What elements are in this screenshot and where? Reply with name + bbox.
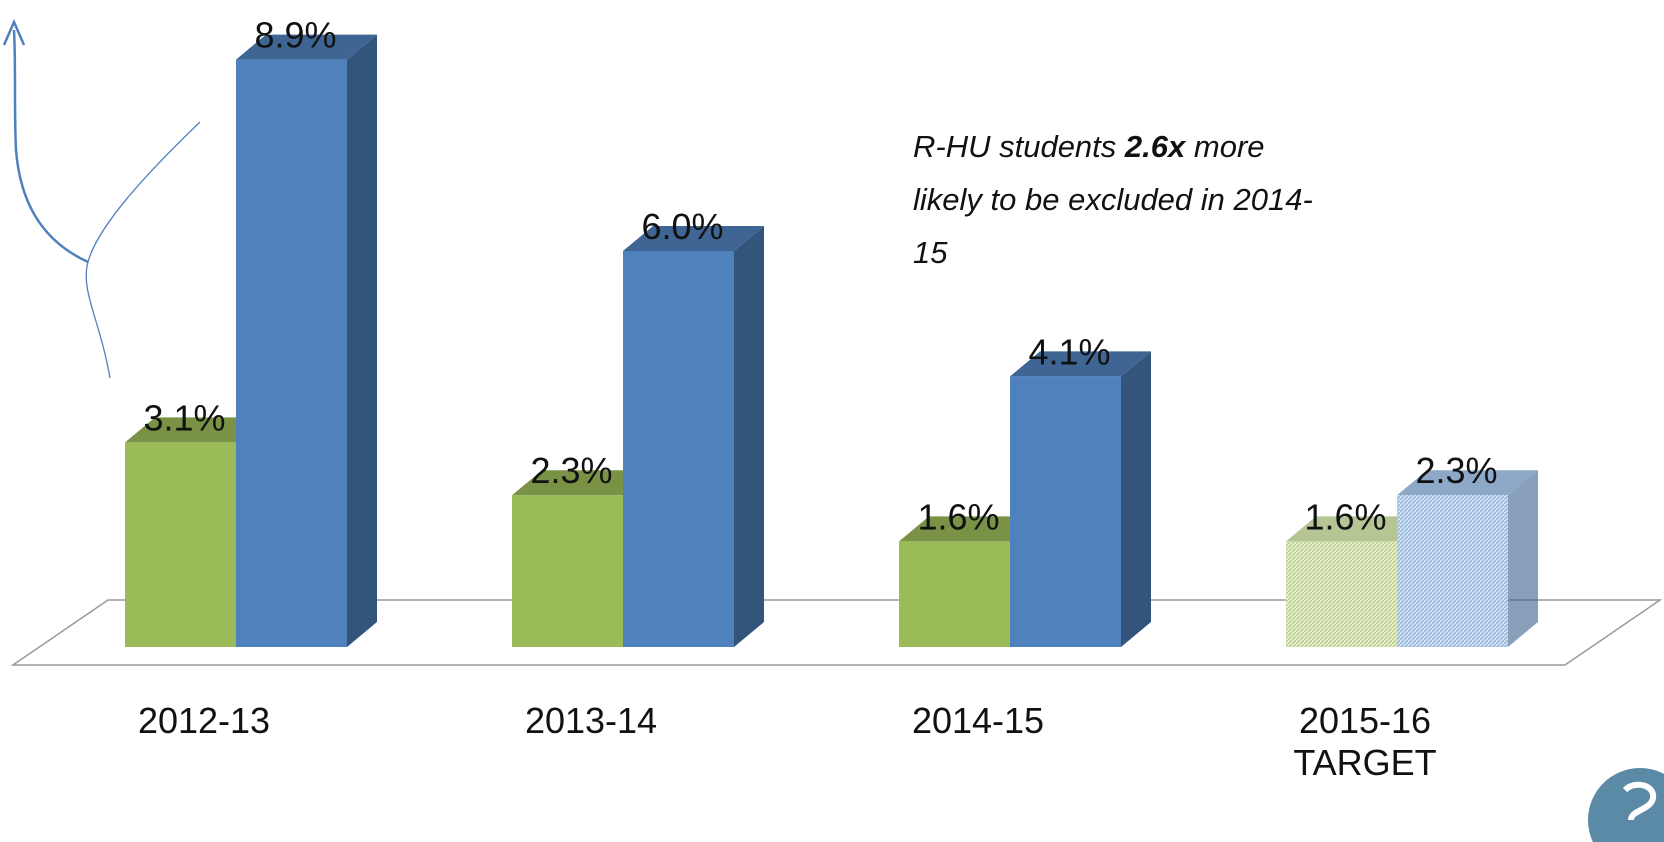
bar bbox=[236, 59, 347, 648]
x-tick-label: 2014-15 bbox=[911, 700, 1045, 741]
bar-top bbox=[236, 34, 377, 60]
bar-top bbox=[512, 470, 653, 496]
bar-side bbox=[734, 226, 764, 647]
value-label: 2.3% bbox=[530, 450, 612, 491]
bar bbox=[1286, 541, 1397, 647]
bar-top bbox=[1010, 351, 1151, 377]
value-label: 1.6% bbox=[1304, 496, 1386, 537]
value-label: 3.1% bbox=[143, 397, 225, 438]
hand-arrow bbox=[2, 18, 89, 264]
value-label: 8.9% bbox=[254, 15, 336, 56]
annotation-rest: more likely to be excluded in 2014-15 bbox=[913, 129, 1313, 270]
annotation: R-HU students 2.6x more likely to be exc… bbox=[913, 120, 1313, 279]
bar-top bbox=[1397, 470, 1538, 496]
bar-top bbox=[1286, 516, 1427, 542]
x-tick-label: 2012-13 bbox=[137, 700, 271, 741]
bar bbox=[1397, 495, 1508, 647]
bar-side bbox=[1508, 470, 1538, 647]
bar-top bbox=[623, 226, 764, 251]
annotation-emphasis: 2.6x bbox=[1124, 129, 1186, 164]
bar bbox=[512, 495, 623, 647]
floor bbox=[10, 599, 1663, 666]
value-label: 1.6% bbox=[917, 496, 999, 537]
bar-top bbox=[125, 417, 266, 443]
bar-side bbox=[1121, 351, 1151, 647]
value-label: 2.3% bbox=[1415, 450, 1497, 491]
value-label: 6.0% bbox=[641, 206, 723, 247]
bar bbox=[899, 541, 1010, 647]
annotation-text: R-HU students bbox=[913, 129, 1117, 164]
x-tick-label: 2013-14 bbox=[524, 700, 658, 741]
bar bbox=[623, 251, 734, 647]
x-tick-label: 2015-16 TARGET bbox=[1293, 700, 1437, 783]
bar-top bbox=[899, 516, 1040, 542]
hand-curve bbox=[85, 121, 201, 379]
value-label: 4.1% bbox=[1028, 331, 1110, 372]
logo bbox=[1588, 768, 1664, 842]
bar bbox=[125, 442, 236, 647]
bar bbox=[1010, 376, 1121, 647]
bar-side bbox=[347, 34, 377, 648]
